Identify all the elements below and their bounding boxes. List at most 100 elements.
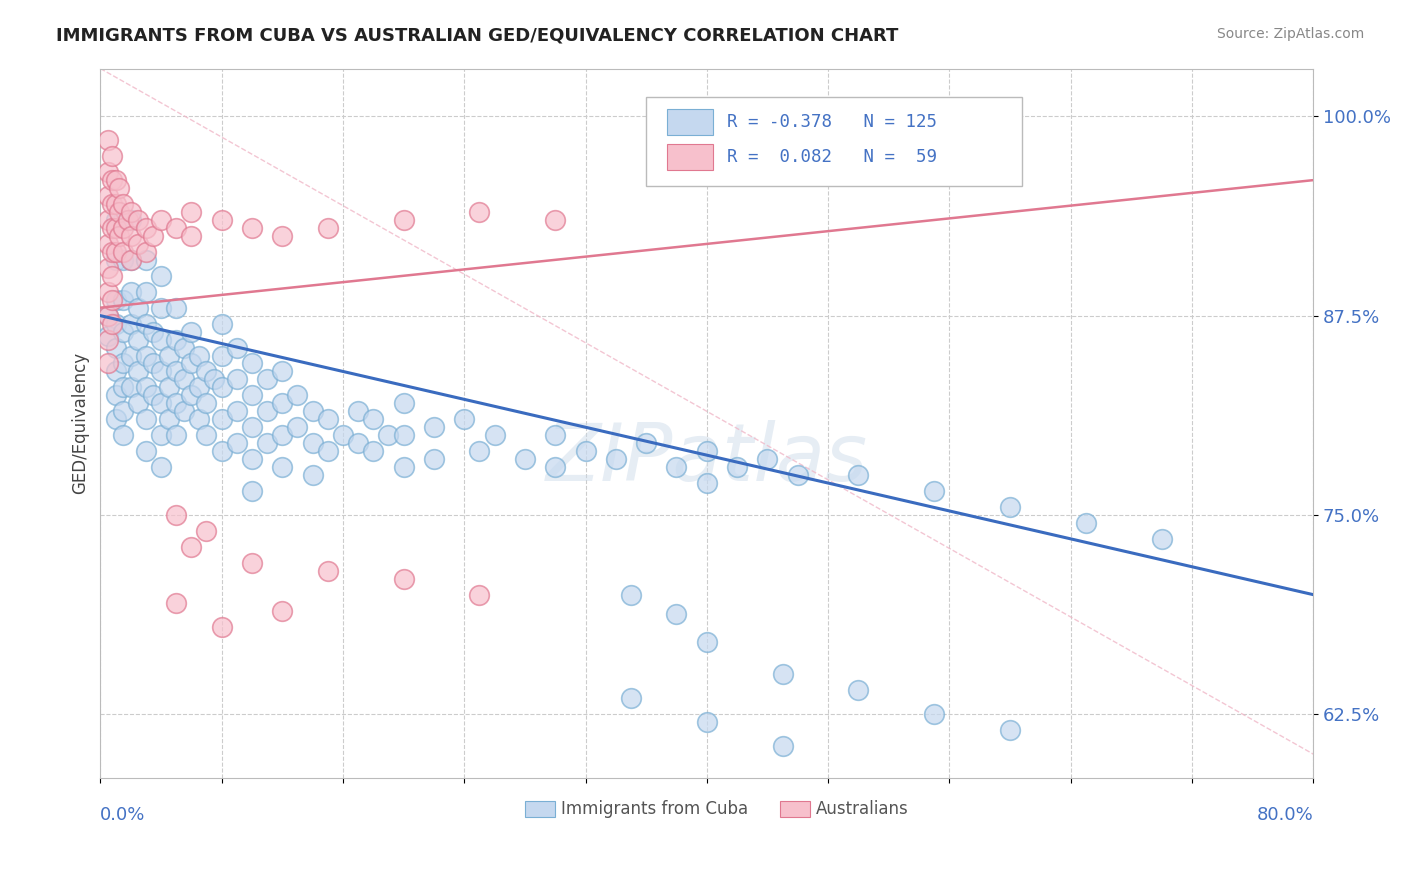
Point [922,483,945,498]
Point [127,333,149,347]
Point [101,173,124,187]
Point [848,683,870,698]
Point [173,341,195,355]
Point [120,213,142,227]
Point [271,396,294,410]
Point [392,460,415,475]
Point [256,404,278,418]
Point [104,244,127,259]
Point [112,213,135,227]
Point [150,364,173,378]
Point [392,428,415,442]
Point [468,588,491,602]
Point [513,452,536,467]
Text: IMMIGRANTS FROM CUBA VS AUSTRALIAN GED/EQUIVALENCY CORRELATION CHART: IMMIGRANTS FROM CUBA VS AUSTRALIAN GED/E… [56,27,898,45]
Point [97,189,120,203]
Point [544,428,567,442]
Point [157,380,180,394]
Text: R =  0.082   N =  59: R = 0.082 N = 59 [727,148,938,166]
Point [316,221,339,235]
Point [104,221,127,235]
Point [142,325,165,339]
Point [756,452,779,467]
Point [605,452,627,467]
Point [453,412,475,426]
Point [165,596,187,610]
Point [271,364,294,378]
Point [468,444,491,458]
Point [211,349,233,363]
Point [301,404,323,418]
Point [104,341,127,355]
Point [347,404,370,418]
Point [97,309,120,323]
Point [97,309,120,323]
Point [112,293,135,307]
Point [97,260,120,275]
Point [636,436,658,450]
Point [165,508,187,522]
Text: ZIPatlas: ZIPatlas [546,420,868,498]
Point [484,428,506,442]
Point [468,205,491,219]
Point [180,228,202,243]
Point [157,349,180,363]
Point [544,460,567,475]
Text: Source: ZipAtlas.com: Source: ZipAtlas.com [1216,27,1364,41]
Point [104,197,127,211]
Point [1074,516,1097,530]
Point [101,221,124,235]
Point [127,396,149,410]
Point [377,428,399,442]
Point [195,396,218,410]
Point [772,667,794,681]
Point [127,236,149,251]
Point [97,285,120,299]
Point [620,588,643,602]
Point [195,524,218,538]
Point [772,739,794,753]
Point [120,349,142,363]
Point [696,476,718,491]
Point [165,396,187,410]
Point [104,293,127,307]
Point [423,420,446,434]
Point [620,691,643,706]
Point [135,252,157,267]
Point [165,428,187,442]
Point [786,468,808,483]
Bar [666,145,713,170]
Point [127,364,149,378]
Point [127,301,149,315]
Point [332,428,354,442]
Point [104,252,127,267]
Point [256,436,278,450]
Point [271,604,294,618]
Point [104,213,127,227]
FancyBboxPatch shape [647,97,1022,186]
Point [287,388,309,402]
Point [347,436,370,450]
Point [127,213,149,227]
Point [211,213,233,227]
Point [142,388,165,402]
Point [696,444,718,458]
Point [101,197,124,211]
Point [120,205,142,219]
Point [998,500,1021,514]
Point [423,452,446,467]
Point [195,428,218,442]
Point [187,412,209,426]
Point [135,412,157,426]
Point [998,723,1021,738]
Text: R = -0.378   N = 125: R = -0.378 N = 125 [727,112,938,131]
Point [112,252,135,267]
Point [173,372,195,386]
Point [392,396,415,410]
Point [150,301,173,315]
Point [187,380,209,394]
Point [225,404,247,418]
Point [316,564,339,578]
Point [271,428,294,442]
Point [544,213,567,227]
